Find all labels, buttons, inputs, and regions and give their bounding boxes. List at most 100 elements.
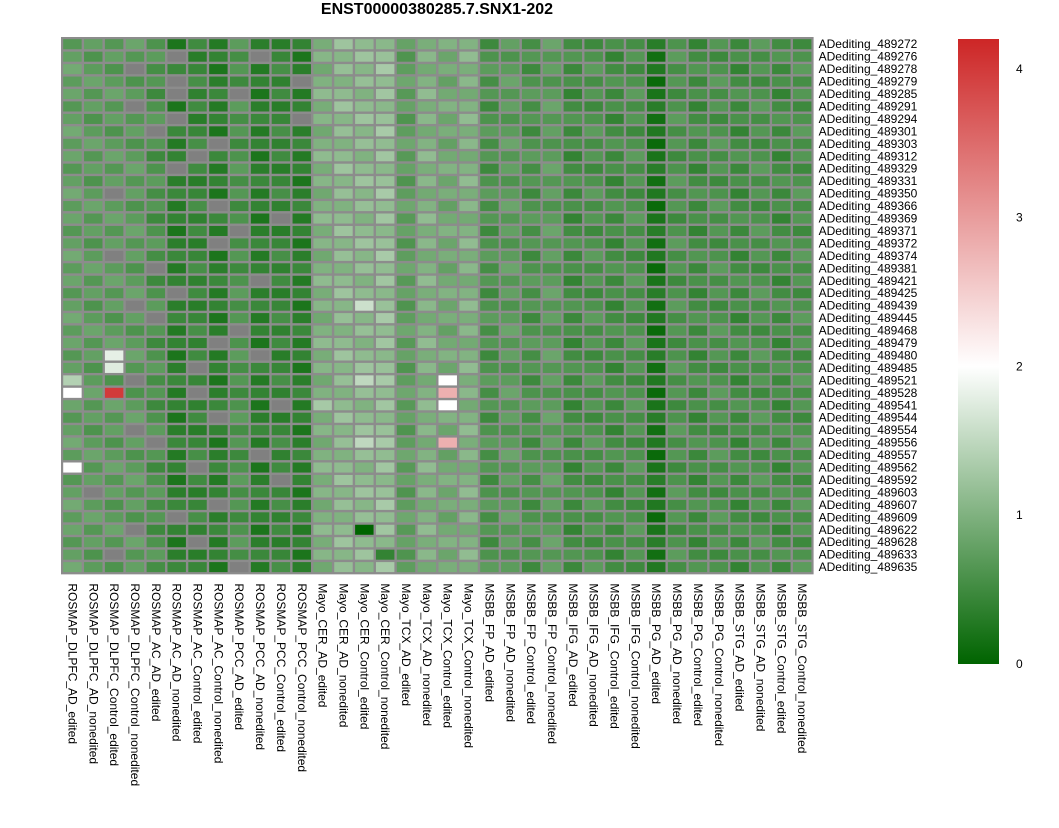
heatmap-cell [230, 288, 249, 299]
heatmap-cell [459, 238, 478, 249]
heatmap-cell [688, 313, 708, 324]
row-label: ADediting_489556 [819, 436, 918, 450]
heatmap-cell [709, 39, 728, 50]
heatmap-cell [751, 338, 770, 349]
heatmap-cell [355, 39, 374, 50]
heatmap-cell [375, 524, 395, 535]
heatmap-cell [501, 163, 520, 174]
heatmap-cell [334, 362, 353, 373]
heatmap-cell [167, 325, 186, 336]
heatmap-cell [355, 89, 374, 100]
heatmap-cell [521, 250, 541, 261]
heatmap-cell [355, 325, 374, 336]
heatmap-cell [605, 288, 624, 299]
heatmap-cell [584, 163, 603, 174]
heatmap-cell [772, 163, 791, 174]
heatmap-cell [480, 176, 499, 187]
heatmap-cell [146, 288, 166, 299]
heatmap-cell [647, 313, 666, 324]
heatmap-cell [459, 562, 478, 573]
heatmap-cell [521, 362, 541, 373]
heatmap-cell [459, 275, 478, 286]
heatmap-cell [688, 512, 708, 523]
heatmap-cell [63, 238, 82, 249]
heatmap-cell [84, 400, 103, 411]
heatmap-cell [584, 201, 603, 212]
heatmap-cell [292, 113, 311, 124]
heatmap-cell [250, 64, 270, 75]
heatmap-cell [709, 176, 728, 187]
heatmap-cell [271, 562, 291, 573]
heatmap-cell [626, 537, 645, 548]
heatmap-cell [584, 487, 603, 498]
heatmap-cell [188, 313, 207, 324]
heatmap-cell [84, 537, 103, 548]
heatmap-cell [667, 512, 687, 523]
heatmap-cell [417, 450, 437, 461]
heatmap-cell [271, 163, 291, 174]
heatmap-cell [63, 400, 82, 411]
heatmap-cell [230, 213, 249, 224]
heatmap-cell [104, 238, 124, 249]
heatmap-cell [209, 275, 228, 286]
heatmap-cell [125, 51, 145, 62]
heatmap-cell [772, 213, 791, 224]
heatmap-cell [751, 313, 770, 324]
heatmap-cell [584, 375, 603, 386]
heatmap-cell [417, 250, 437, 261]
heatmap-cell [730, 425, 749, 436]
heatmap-cell [84, 499, 103, 510]
heatmap-cell [438, 126, 457, 137]
heatmap-cell [459, 263, 478, 274]
heatmap-cell [438, 350, 457, 361]
heatmap-cell [751, 400, 770, 411]
heatmap-cell [104, 562, 124, 573]
heatmap-cell [792, 263, 812, 274]
heatmap-cell [647, 238, 666, 249]
heatmap-cell [396, 487, 416, 498]
heatmap-cell [626, 524, 645, 535]
heatmap-cell [563, 275, 583, 286]
heatmap-cell [84, 64, 103, 75]
heatmap-cell [125, 225, 145, 236]
heatmap-cell [146, 437, 166, 448]
heatmap-cell [375, 188, 395, 199]
heatmap-cell [542, 387, 562, 398]
heatmap-cell [209, 313, 228, 324]
heatmap-cell [167, 487, 186, 498]
heatmap-cell [584, 362, 603, 373]
heatmap-cell [542, 288, 562, 299]
heatmap-cell [313, 238, 332, 249]
heatmap-cell [792, 462, 812, 473]
heatmap-cell [730, 126, 749, 137]
heatmap-cell [563, 76, 583, 87]
heatmap-cell [459, 188, 478, 199]
heatmap-cell [84, 437, 103, 448]
heatmap-cell [438, 225, 457, 236]
heatmap-cell [667, 126, 687, 137]
heatmap-cell [104, 450, 124, 461]
heatmap-cell [772, 288, 791, 299]
heatmap-cell [730, 524, 749, 535]
heatmap-cell [667, 412, 687, 423]
heatmap-cell [521, 512, 541, 523]
heatmap-cell [772, 101, 791, 112]
heatmap-cell [584, 562, 603, 573]
heatmap-cell [772, 64, 791, 75]
heatmap-cell [167, 512, 186, 523]
heatmap-cell [667, 300, 687, 311]
heatmap-cell [230, 412, 249, 423]
heatmap-cell [250, 76, 270, 87]
heatmap-cell [334, 549, 353, 560]
heatmap-cell [667, 101, 687, 112]
heatmap-cell [209, 325, 228, 336]
heatmap-cell [188, 412, 207, 423]
heatmap-cell [209, 562, 228, 573]
heatmap-cell [125, 412, 145, 423]
heatmap-cell [605, 562, 624, 573]
heatmap-cell [230, 450, 249, 461]
heatmap-cell [647, 151, 666, 162]
heatmap-cell [146, 524, 166, 535]
heatmap-cell [292, 201, 311, 212]
heatmap-cell [250, 338, 270, 349]
